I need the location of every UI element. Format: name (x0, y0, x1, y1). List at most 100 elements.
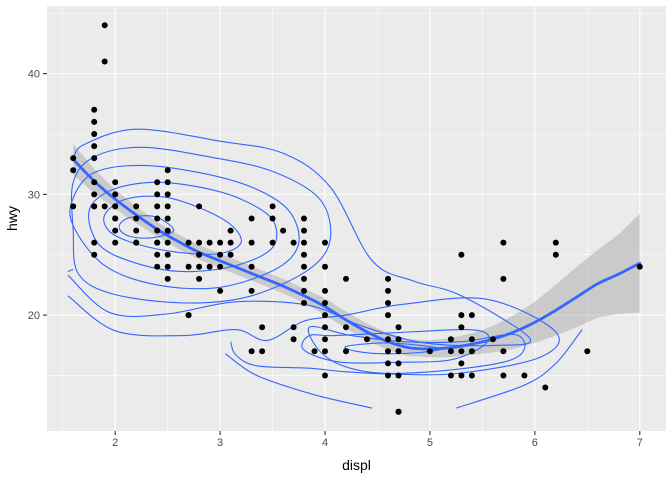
density-contour (69, 164, 300, 290)
y-tick-label: 40 (28, 69, 40, 81)
data-point (112, 203, 119, 210)
data-point (259, 348, 266, 355)
data-point (343, 324, 349, 331)
density-contour (344, 342, 441, 355)
data-point (154, 251, 161, 258)
density-contour (103, 195, 242, 255)
data-point (468, 336, 475, 343)
data-point (196, 239, 203, 246)
data-point (322, 287, 328, 294)
data-point (154, 263, 161, 270)
data-point (196, 251, 203, 258)
data-point (164, 251, 171, 258)
data-point (395, 336, 402, 343)
data-point (112, 227, 119, 234)
density-contour (225, 353, 373, 409)
data-point (269, 215, 276, 222)
data-point (301, 215, 307, 222)
data-point (385, 275, 391, 282)
data-point (164, 203, 171, 210)
data-point (301, 275, 307, 282)
data-point (395, 372, 402, 379)
x-tick-label: 5 (427, 437, 433, 449)
data-point (91, 106, 98, 113)
data-point (636, 263, 643, 270)
data-point (301, 300, 307, 306)
data-point (164, 239, 171, 246)
data-point (500, 348, 507, 355)
data-point (385, 312, 391, 319)
data-point (154, 203, 161, 210)
data-point (70, 167, 77, 174)
points-layer (70, 22, 643, 415)
data-point (91, 131, 98, 137)
data-point (301, 251, 307, 258)
data-point (322, 300, 328, 306)
data-point (447, 336, 454, 343)
density-contour (88, 181, 278, 273)
data-point (196, 203, 203, 210)
data-point (301, 239, 307, 246)
data-point (385, 360, 391, 367)
x-tick-label: 3 (217, 437, 223, 449)
data-point (322, 239, 328, 246)
y-tick-label: 20 (28, 310, 40, 322)
data-point (395, 360, 402, 367)
data-point (196, 275, 203, 282)
density-contour (67, 128, 532, 347)
data-point (206, 239, 213, 246)
data-point (164, 191, 171, 198)
data-point (395, 348, 402, 355)
y-tick-label: 30 (28, 189, 40, 201)
data-point (112, 191, 119, 198)
data-point (322, 336, 328, 343)
data-point (164, 263, 171, 270)
data-point (112, 215, 119, 222)
data-point (217, 263, 224, 270)
data-point (468, 372, 475, 379)
data-point (185, 312, 192, 319)
data-point (552, 251, 559, 258)
density-contour (70, 146, 332, 304)
data-point (301, 263, 307, 270)
data-point (458, 372, 465, 379)
data-point (395, 324, 402, 331)
data-point (164, 167, 171, 174)
data-point (217, 251, 224, 258)
data-point (91, 191, 98, 198)
data-point (164, 179, 171, 186)
data-point (227, 251, 234, 258)
data-point (196, 263, 203, 270)
data-point (458, 312, 465, 319)
density-contour (67, 268, 74, 273)
data-point (280, 227, 287, 234)
data-point (259, 324, 266, 331)
data-point (500, 239, 507, 246)
confidence-band (73, 143, 640, 358)
data-point (447, 348, 454, 355)
data-point (248, 287, 255, 294)
data-point (248, 239, 255, 246)
data-point (91, 118, 98, 125)
data-point (154, 191, 161, 198)
data-point (91, 239, 98, 246)
data-point (101, 58, 108, 65)
density-contour (456, 329, 583, 409)
x-tick-label: 4 (322, 437, 328, 449)
data-point (154, 227, 161, 234)
data-point (227, 227, 234, 234)
data-point (500, 372, 507, 379)
data-point (552, 239, 559, 246)
data-point (385, 372, 391, 379)
data-point (458, 360, 465, 367)
density-contour-layer (67, 128, 583, 409)
data-point (269, 239, 276, 246)
data-point (311, 348, 318, 355)
data-point (101, 22, 108, 29)
data-point (542, 384, 549, 391)
data-point (248, 348, 255, 355)
data-point (269, 203, 276, 210)
smooth-line (71, 157, 642, 351)
data-point (468, 312, 475, 319)
